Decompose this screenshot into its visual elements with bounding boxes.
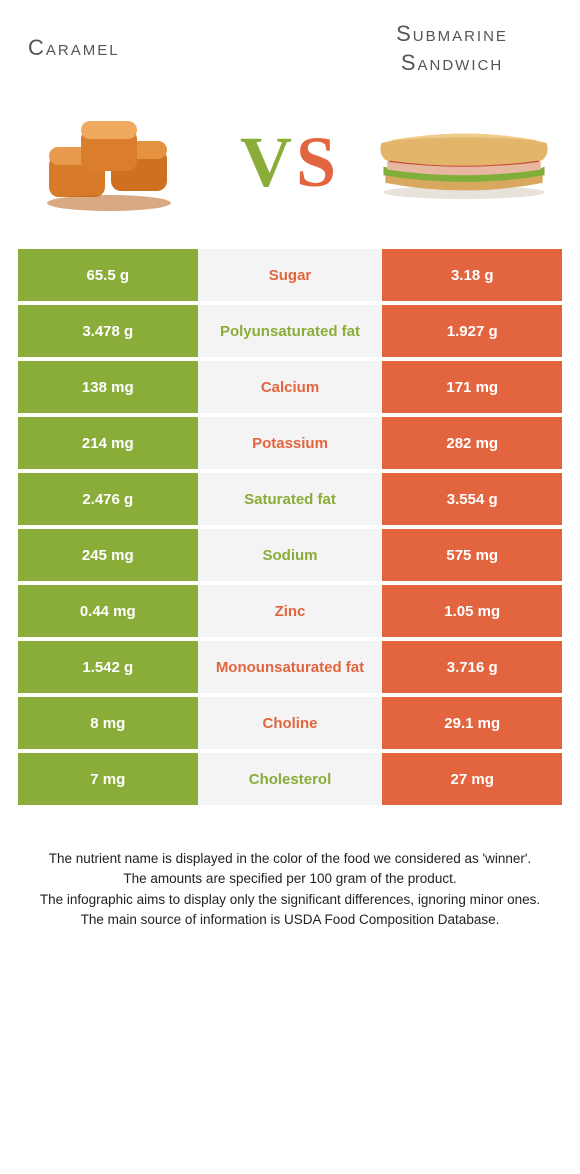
nutrient-label: Potassium bbox=[198, 417, 383, 469]
nutrient-label: Zinc bbox=[198, 585, 383, 637]
food-title-left: Caramel bbox=[28, 34, 228, 63]
nutrient-value-left: 245 mg bbox=[18, 529, 198, 581]
nutrient-value-right: 3.716 g bbox=[382, 641, 562, 693]
nutrient-label: Polyunsaturated fat bbox=[198, 305, 383, 357]
images-row: VS bbox=[18, 107, 562, 217]
nutrient-value-left: 65.5 g bbox=[18, 249, 198, 301]
nutrient-value-left: 7 mg bbox=[18, 753, 198, 805]
nutrient-value-left: 0.44 mg bbox=[18, 585, 198, 637]
nutrient-value-right: 575 mg bbox=[382, 529, 562, 581]
caramel-icon bbox=[31, 107, 201, 217]
footnote-line-2: The amounts are specified per 100 gram o… bbox=[26, 869, 554, 889]
table-row: 65.5 gSugar3.18 g bbox=[18, 249, 562, 301]
nutrient-label: Choline bbox=[198, 697, 383, 749]
table-row: 214 mgPotassium282 mg bbox=[18, 417, 562, 469]
nutrient-value-right: 3.554 g bbox=[382, 473, 562, 525]
nutrient-value-right: 282 mg bbox=[382, 417, 562, 469]
nutrient-value-left: 3.478 g bbox=[18, 305, 198, 357]
nutrient-label: Calcium bbox=[198, 361, 383, 413]
nutrient-label: Cholesterol bbox=[198, 753, 383, 805]
footnotes: The nutrient name is displayed in the co… bbox=[18, 849, 562, 930]
footnote-line-1: The nutrient name is displayed in the co… bbox=[26, 849, 554, 869]
nutrient-value-left: 2.476 g bbox=[18, 473, 198, 525]
nutrient-value-left: 8 mg bbox=[18, 697, 198, 749]
table-row: 245 mgSodium575 mg bbox=[18, 529, 562, 581]
table-row: 2.476 gSaturated fat3.554 g bbox=[18, 473, 562, 525]
header: Caramel Submarine Sandwich bbox=[18, 20, 562, 77]
table-row: 3.478 gPolyunsaturated fat1.927 g bbox=[18, 305, 562, 357]
nutrient-value-left: 1.542 g bbox=[18, 641, 198, 693]
nutrient-label: Sugar bbox=[198, 249, 383, 301]
footnote-line-3: The infographic aims to display only the… bbox=[26, 890, 554, 910]
vs-s-letter: S bbox=[296, 122, 340, 202]
nutrient-value-left: 138 mg bbox=[18, 361, 198, 413]
nutrient-value-left: 214 mg bbox=[18, 417, 198, 469]
table-row: 138 mgCalcium171 mg bbox=[18, 361, 562, 413]
vs-label: VS bbox=[240, 121, 340, 204]
caramel-image bbox=[26, 107, 206, 217]
table-row: 7 mgCholesterol27 mg bbox=[18, 753, 562, 805]
table-row: 8 mgCholine29.1 mg bbox=[18, 697, 562, 749]
table-row: 1.542 gMonounsaturated fat3.716 g bbox=[18, 641, 562, 693]
food-title-right: Submarine Sandwich bbox=[352, 20, 552, 77]
nutrient-value-right: 27 mg bbox=[382, 753, 562, 805]
vs-v-letter: V bbox=[240, 122, 296, 202]
footnote-line-4: The main source of information is USDA F… bbox=[26, 910, 554, 930]
nutrient-value-right: 29.1 mg bbox=[382, 697, 562, 749]
nutrient-value-right: 171 mg bbox=[382, 361, 562, 413]
nutrient-value-right: 3.18 g bbox=[382, 249, 562, 301]
nutrient-label: Sodium bbox=[198, 529, 383, 581]
sandwich-image bbox=[374, 107, 554, 217]
nutrient-table: 65.5 gSugar3.18 g3.478 gPolyunsaturated … bbox=[18, 245, 562, 809]
sandwich-icon bbox=[374, 112, 554, 212]
nutrient-label: Saturated fat bbox=[198, 473, 383, 525]
nutrient-value-right: 1.05 mg bbox=[382, 585, 562, 637]
table-row: 0.44 mgZinc1.05 mg bbox=[18, 585, 562, 637]
nutrient-value-right: 1.927 g bbox=[382, 305, 562, 357]
nutrient-label: Monounsaturated fat bbox=[198, 641, 383, 693]
